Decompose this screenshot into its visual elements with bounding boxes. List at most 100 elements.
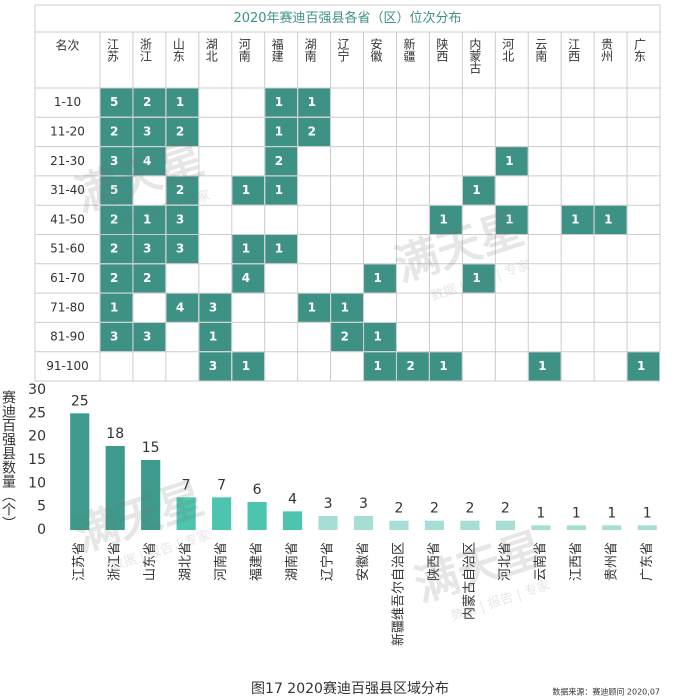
cell-value: 2 xyxy=(110,124,118,138)
value-label: 2 xyxy=(430,501,439,517)
cell-value: 1 xyxy=(308,300,316,314)
bar xyxy=(353,516,374,530)
column-header: 内蒙古 xyxy=(468,38,482,74)
x-tick-label: 山东省 xyxy=(143,542,158,581)
y-tick-label: 5 xyxy=(37,499,46,515)
x-tick-label: 江西省 xyxy=(569,542,584,581)
cell-value: 1 xyxy=(505,212,513,226)
x-tick-label: 福建省 xyxy=(250,542,265,581)
bar xyxy=(105,446,125,530)
cell-value: 2 xyxy=(275,154,283,168)
column-header: 湖南 xyxy=(303,37,317,62)
bar xyxy=(566,525,586,530)
value-label: 2 xyxy=(501,501,510,517)
row-label: 1-10 xyxy=(54,95,81,109)
cell-value: 1 xyxy=(439,359,447,373)
cell-value: 1 xyxy=(275,183,283,197)
cell-value: 1 xyxy=(472,271,480,285)
y-axis-title: 赛迪百强县数量（个） xyxy=(0,390,16,530)
column-header: 云南 xyxy=(534,38,548,62)
bar xyxy=(495,520,515,530)
x-tick-label: 安徽省 xyxy=(356,542,371,581)
cell-value: 1 xyxy=(472,183,480,197)
x-tick-label: 新疆维吾尔自治区 xyxy=(390,542,406,646)
x-tick-label: 广东省 xyxy=(640,542,655,581)
x-tick-label: 浙江省 xyxy=(108,542,123,581)
cell-value: 1 xyxy=(374,271,382,285)
y-tick-label: 0 xyxy=(37,522,46,538)
cell-value: 1 xyxy=(308,95,316,109)
value-label: 7 xyxy=(217,477,226,493)
cell-value: 1 xyxy=(110,300,118,314)
row-label: 31-40 xyxy=(50,183,85,197)
cell-value: 2 xyxy=(176,183,184,197)
cell-value: 2 xyxy=(110,242,118,256)
column-header: 贵州 xyxy=(600,38,614,62)
source: 数据来源：赛迪顾问 2020,07 xyxy=(552,687,660,697)
column-header: 新疆 xyxy=(402,37,416,62)
value-label: 4 xyxy=(288,491,297,507)
value-label: 2 xyxy=(395,501,404,517)
column-header: 辽宁 xyxy=(336,38,350,62)
cell-value: 2 xyxy=(341,330,349,344)
column-header: 山东 xyxy=(171,38,185,62)
bar xyxy=(141,460,161,530)
cell-value: 1 xyxy=(374,359,382,373)
cell-value: 1 xyxy=(374,330,382,344)
bar xyxy=(637,525,657,530)
cell xyxy=(165,175,200,206)
table-title: 2020年赛迪百强县各省（区）位次分布 xyxy=(233,10,461,26)
cell-value: 2 xyxy=(143,95,151,109)
cell-value: 3 xyxy=(143,124,151,138)
x-tick-label: 贵州省 xyxy=(604,542,619,581)
x-tick-label: 云南省 xyxy=(532,542,548,581)
cell-value: 4 xyxy=(176,300,184,314)
value-label: 15 xyxy=(142,440,160,456)
value-label: 3 xyxy=(359,496,368,512)
x-tick-label: 陕西省 xyxy=(427,542,442,581)
cell-value: 1 xyxy=(571,212,579,226)
column-header: 江西 xyxy=(567,38,581,62)
column-header: 广东 xyxy=(633,38,647,62)
value-label: 3 xyxy=(324,496,333,512)
cell xyxy=(132,263,167,294)
y-tick-label: 20 xyxy=(28,429,46,445)
cell-value: 5 xyxy=(110,183,118,197)
bar xyxy=(282,511,303,530)
y-tick-label: 25 xyxy=(28,405,46,421)
bar xyxy=(70,413,90,530)
cell-value: 1 xyxy=(604,212,612,226)
column-header: 河南 xyxy=(237,38,251,62)
value-label: 7 xyxy=(182,477,191,493)
value-label: 6 xyxy=(253,482,262,498)
column-header: 江苏 xyxy=(105,38,119,62)
cell-value: 3 xyxy=(176,212,184,226)
row-label: 91-100 xyxy=(46,359,89,373)
row-label: 11-20 xyxy=(50,124,85,138)
cell-value: 1 xyxy=(538,359,546,373)
x-tick-label: 辽宁省 xyxy=(320,542,336,581)
cell-value: 3 xyxy=(209,359,217,373)
cell-value: 1 xyxy=(341,300,349,314)
value-label: 1 xyxy=(607,505,616,521)
y-tick-label: 30 xyxy=(28,382,46,398)
cell-value: 3 xyxy=(176,242,184,256)
column-header: 安徽 xyxy=(369,37,383,62)
row-label: 81-90 xyxy=(50,330,85,344)
row-label: 51-60 xyxy=(50,242,85,256)
cell xyxy=(231,175,266,206)
column-header: 陕西 xyxy=(435,37,449,62)
cell xyxy=(363,321,397,353)
cell-value: 5 xyxy=(110,95,118,109)
column-header: 福建 xyxy=(270,37,284,63)
x-tick-label: 河北省 xyxy=(498,542,513,581)
cell-value: 1 xyxy=(176,95,184,109)
x-tick-label: 湖南省 xyxy=(284,542,300,581)
cell-value: 4 xyxy=(143,154,151,168)
bar xyxy=(602,525,622,530)
x-tick-label: 湖北省 xyxy=(179,542,194,581)
cell-value: 1 xyxy=(505,154,513,168)
value-label: 1 xyxy=(536,505,545,521)
caption: 图17 2020赛迪百强县区域分布 xyxy=(251,681,449,697)
